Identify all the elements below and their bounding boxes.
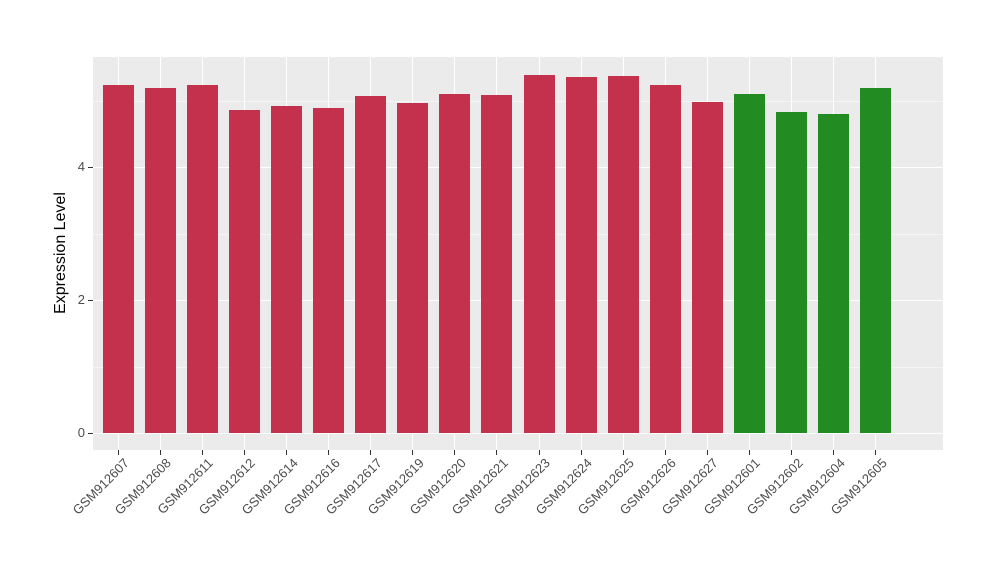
x-tick-mark-GSM912626 (664, 450, 666, 455)
bar-GSM912612 (228, 109, 260, 433)
y-tick-label-2: 2 (77, 292, 85, 307)
bar-GSM912619 (397, 103, 429, 433)
bar-GSM912614 (271, 105, 303, 433)
y-tick-mark-0 (88, 433, 93, 434)
bar-GSM912604 (818, 113, 850, 433)
x-tick-mark-GSM912607 (117, 450, 119, 455)
x-tick-mark-GSM912601 (748, 450, 750, 455)
x-tick-mark-GSM912621 (496, 450, 498, 455)
y-tick-mark-2 (88, 300, 93, 301)
bar-GSM912608 (144, 87, 176, 433)
x-tick-mark-GSM912625 (622, 450, 624, 455)
bar-GSM912605 (860, 87, 892, 433)
x-tick-mark-GSM912605 (875, 450, 877, 455)
major-gridline-y-0 (93, 433, 943, 434)
x-tick-mark-GSM912619 (412, 450, 414, 455)
bar-GSM912616 (313, 107, 345, 433)
x-tick-mark-GSM912616 (328, 450, 330, 455)
x-tick-mark-GSM912624 (580, 450, 582, 455)
x-tick-mark-GSM912623 (538, 450, 540, 455)
y-tick-label-0: 0 (77, 425, 85, 440)
major-gridline-y-2 (93, 300, 943, 301)
major-gridline-y-4 (93, 167, 943, 168)
bar-GSM912626 (649, 84, 681, 433)
x-tick-mark-GSM912612 (243, 450, 245, 455)
x-tick-mark-GSM912608 (159, 450, 161, 455)
y-tick-mark-4 (88, 167, 93, 168)
bar-GSM912602 (776, 111, 807, 433)
bar-GSM912617 (355, 95, 387, 433)
x-tick-mark-GSM912604 (833, 450, 835, 455)
x-tick-mark-GSM912614 (286, 450, 288, 455)
bar-GSM912623 (523, 74, 555, 433)
bar-GSM912611 (186, 85, 218, 433)
minor-gridline-y-1 (93, 366, 943, 368)
bar-GSM912607 (102, 84, 134, 433)
y-tick-label-4: 4 (77, 159, 85, 174)
minor-gridline-y-3 (93, 233, 943, 235)
bar-GSM912620 (439, 93, 471, 433)
bar-GSM912601 (733, 93, 765, 433)
x-tick-mark-GSM912617 (370, 450, 372, 455)
bar-GSM912621 (481, 94, 513, 433)
x-tick-mark-GSM912627 (706, 450, 708, 455)
plot-panel (93, 57, 943, 450)
bar-GSM912627 (691, 101, 723, 433)
bar-GSM912624 (565, 76, 597, 433)
minor-gridline-y-5 (93, 100, 943, 102)
x-tick-mark-GSM912620 (454, 450, 456, 455)
bar-GSM912625 (607, 75, 639, 433)
x-tick-mark-GSM912611 (201, 450, 203, 455)
x-tick-mark-GSM912602 (791, 450, 792, 455)
